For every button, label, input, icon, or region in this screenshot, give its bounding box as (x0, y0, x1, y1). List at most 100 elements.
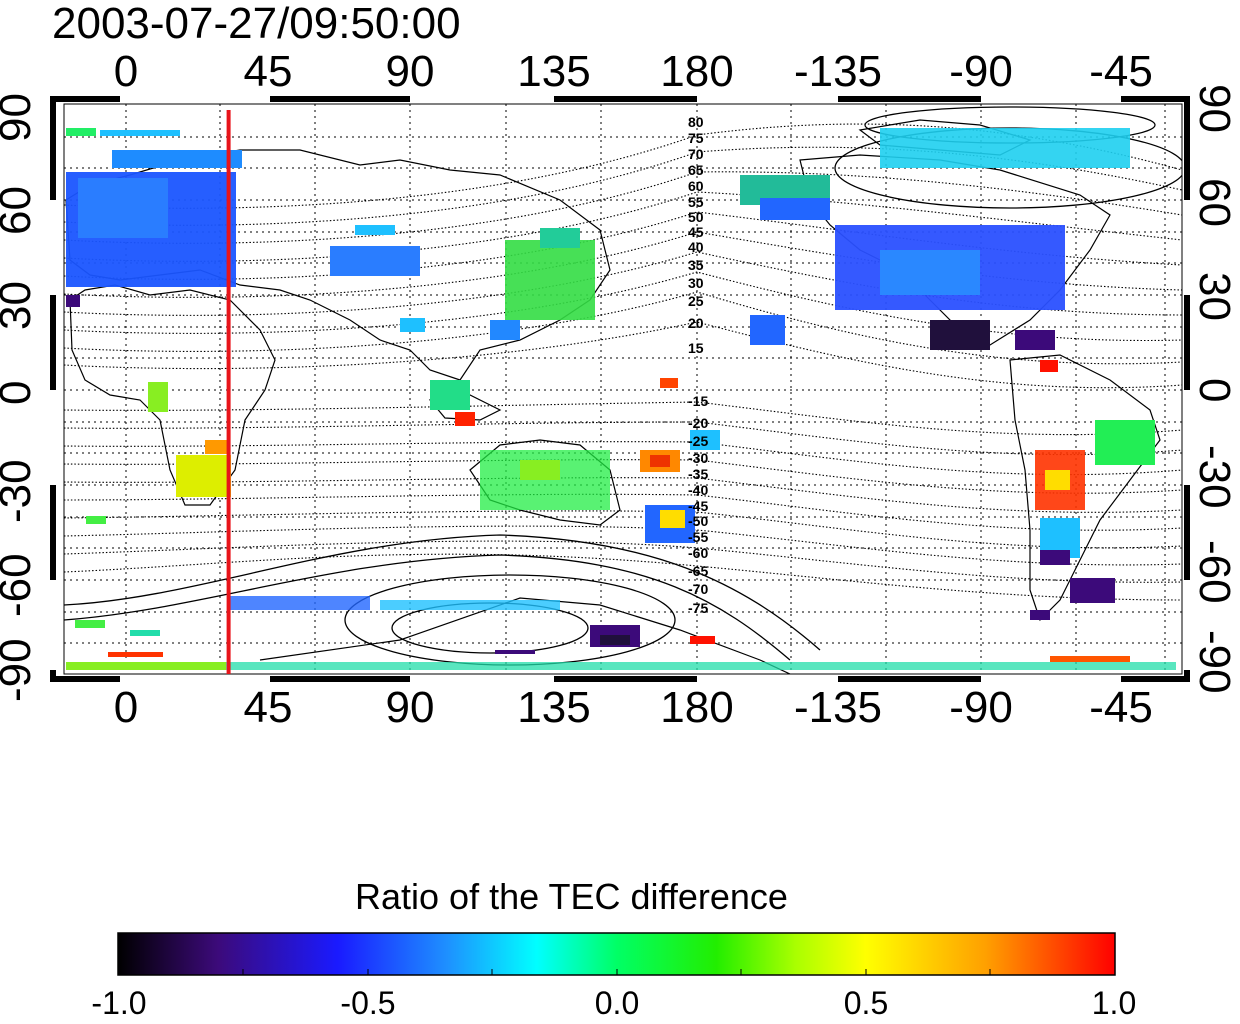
contour-label: -65 (688, 563, 708, 579)
colorbar-label: 0.5 (843, 985, 889, 1021)
tec-patch (660, 378, 678, 388)
tec-patch (880, 250, 980, 295)
contour-label: 50 (688, 209, 704, 225)
contour-label: 55 (688, 194, 704, 210)
contour-label: 25 (688, 293, 704, 309)
tec-patch (75, 620, 105, 628)
top-lon-tick: -90 (949, 47, 1013, 96)
tec-patch (455, 412, 475, 426)
map-title: 2003-07-27/09:50:00 (52, 0, 461, 48)
top-lon-tick: 135 (517, 47, 591, 96)
tec-patch (66, 662, 226, 670)
tec-patch (660, 510, 685, 528)
tec-patch-antarctic (66, 662, 1176, 670)
tec-patch (66, 295, 80, 307)
colorbar-ticks (242, 969, 991, 975)
contour-label: -45 (688, 498, 708, 514)
tec-patch (600, 635, 630, 645)
tec-patch (130, 630, 160, 636)
tec-patch (100, 130, 180, 136)
contour-label: 70 (688, 146, 704, 162)
contour-label: 20 (688, 315, 704, 331)
tec-patch (1040, 360, 1058, 372)
tec-patch (86, 516, 106, 524)
contour-label: -15 (688, 393, 708, 409)
contour-label: 40 (688, 239, 704, 255)
tec-patch (148, 382, 168, 412)
top-lon-tick: -135 (793, 47, 883, 96)
colorbar-label: -0.5 (340, 985, 396, 1021)
contour-label: -70 (688, 581, 708, 597)
tec-patch (1040, 550, 1070, 565)
contour-label: -25 (688, 433, 708, 449)
colorbar-label: 1.0 (1091, 985, 1137, 1021)
colorbar (117, 932, 1116, 976)
colorbar-label: 0.0 (594, 985, 640, 1021)
magnetic-latitude-contours (64, 123, 1182, 601)
bottom-lon-tick: -135 (793, 683, 883, 732)
tec-patch (760, 198, 830, 220)
tec-data-patches (66, 128, 1176, 670)
contour-label: -30 (688, 450, 708, 466)
tec-patch (690, 636, 715, 644)
tec-patch (330, 246, 420, 276)
bottom-lon-tick: 180 (660, 683, 734, 732)
map-frame (63, 103, 1183, 675)
contour-label: 15 (688, 340, 704, 356)
tec-patch (1045, 470, 1070, 490)
tec-patch (1070, 578, 1115, 603)
bottom-lon-tick: -45 (1089, 683, 1153, 732)
tec-patch (1050, 656, 1130, 662)
bottom-lon-tick: -90 (949, 683, 1013, 732)
contour-label: -50 (688, 513, 708, 529)
tec-patch (380, 600, 560, 610)
top-lon-tick: -45 (1089, 47, 1153, 96)
contour-label: 45 (688, 224, 704, 240)
tec-patch (1095, 420, 1155, 465)
tec-patch (520, 460, 560, 480)
tec-patch (690, 430, 720, 450)
contour-labels: 80 75 70 65 60 55 50 45 40 35 30 25 20 1… (688, 114, 708, 616)
frame-axis-bars (50, 96, 1190, 682)
tec-patch (750, 315, 785, 345)
colorbar-label: -1.0 (91, 985, 147, 1021)
tec-patch (650, 455, 670, 467)
tec-patch (430, 380, 470, 410)
top-lon-tick: 45 (243, 47, 293, 96)
tec-patch (108, 652, 163, 657)
contour-label: 35 (688, 257, 704, 273)
tec-patch (495, 650, 535, 654)
top-lon-tick: 0 (113, 47, 139, 96)
tec-patch (230, 596, 370, 610)
top-lon-tick: 180 (660, 47, 734, 96)
contour-label: 60 (688, 178, 704, 194)
tec-patch (1030, 610, 1050, 620)
tec-patch (540, 228, 580, 248)
contour-label: -55 (688, 529, 708, 545)
tec-patch-arctic (880, 128, 1130, 168)
contour-label: -60 (688, 545, 708, 561)
tec-patch (355, 225, 395, 235)
bottom-lon-tick: 90 (385, 683, 435, 732)
contour-label: 80 (688, 114, 704, 130)
tec-patch (112, 150, 242, 168)
contour-label: 30 (688, 275, 704, 291)
tec-patch (1015, 330, 1055, 350)
bottom-lon-tick: 135 (517, 683, 591, 732)
contour-label: 75 (688, 130, 704, 146)
contour-label: 65 (688, 162, 704, 178)
contour-label: -35 (688, 466, 708, 482)
bottom-lon-tick: 0 (113, 683, 139, 732)
top-lon-tick: 90 (385, 47, 435, 96)
bottom-lon-tick: 45 (243, 683, 293, 732)
tec-patch (205, 440, 227, 454)
tec-patch (490, 320, 520, 340)
tec-patch-east-asia (505, 240, 595, 320)
tec-patch-central-america (930, 320, 990, 350)
contour-label: -20 (688, 415, 708, 431)
contour-label: -75 (688, 600, 708, 616)
tec-patch (78, 178, 168, 238)
tec-patch (400, 318, 425, 332)
contour-label: -40 (688, 482, 708, 498)
